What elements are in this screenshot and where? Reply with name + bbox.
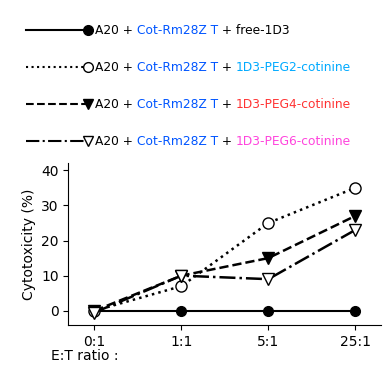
Text: +: + — [218, 135, 235, 148]
Y-axis label: Cytotoxicity (%): Cytotoxicity (%) — [22, 188, 36, 300]
Text: 1D3-PEG2-cotinine: 1D3-PEG2-cotinine — [235, 61, 351, 74]
Text: A20 +: A20 + — [95, 23, 136, 37]
Text: A20 +: A20 + — [95, 98, 136, 111]
Text: Cot-Rm28Z T: Cot-Rm28Z T — [136, 135, 218, 148]
Text: 1D3-PEG6-cotinine: 1D3-PEG6-cotinine — [235, 135, 351, 148]
Text: Cot-Rm28Z T: Cot-Rm28Z T — [136, 98, 218, 111]
Text: A20 +: A20 + — [95, 61, 136, 74]
Text: 1D3-PEG4-cotinine: 1D3-PEG4-cotinine — [235, 98, 351, 111]
Text: E:T ratio :: E:T ratio : — [51, 349, 118, 363]
Text: + free-1D3: + free-1D3 — [218, 23, 289, 37]
Text: +: + — [218, 98, 235, 111]
Text: Cot-Rm28Z T: Cot-Rm28Z T — [136, 23, 218, 37]
Text: +: + — [218, 61, 235, 74]
Text: Cot-Rm28Z T: Cot-Rm28Z T — [136, 61, 218, 74]
Text: A20 +: A20 + — [95, 135, 136, 148]
